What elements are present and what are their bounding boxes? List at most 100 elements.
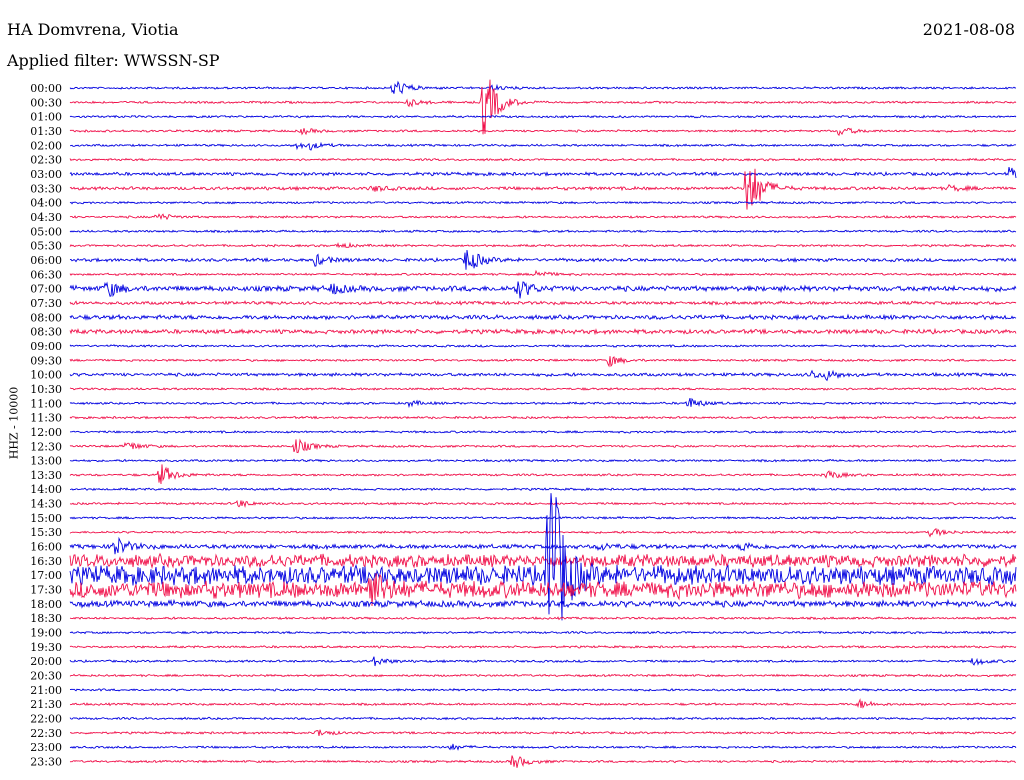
trace-1030 bbox=[69, 387, 1017, 391]
tick-label-0400: 04:00 bbox=[30, 197, 62, 210]
trace-1300 bbox=[69, 458, 1017, 463]
trace-0000 bbox=[69, 80, 1017, 95]
tick-label-2100: 21:00 bbox=[30, 684, 62, 697]
tick-label-0000: 00:00 bbox=[30, 82, 62, 95]
tick-label-2230: 22:30 bbox=[30, 727, 62, 740]
tick-label-0600: 06:00 bbox=[30, 254, 62, 267]
tick-label-0730: 07:30 bbox=[30, 297, 62, 310]
tick-label-0530: 05:30 bbox=[30, 240, 62, 253]
tick-label-1200: 12:00 bbox=[30, 426, 62, 439]
tick-label-1100: 11:00 bbox=[30, 397, 62, 410]
trace-0200 bbox=[70, 141, 1017, 151]
trace-2200 bbox=[69, 716, 1016, 721]
trace-0030 bbox=[69, 79, 1017, 135]
tick-label-2000: 20:00 bbox=[30, 655, 62, 668]
trace-0400 bbox=[69, 200, 1017, 205]
tick-label-1930: 19:30 bbox=[30, 641, 62, 654]
trace-1330 bbox=[69, 464, 1017, 485]
tick-label-1230: 12:30 bbox=[30, 440, 62, 453]
trace-0230 bbox=[69, 157, 1017, 162]
tick-label-1030: 10:30 bbox=[30, 383, 62, 396]
tick-label-0800: 08:00 bbox=[30, 311, 62, 324]
tick-label-1900: 19:00 bbox=[30, 627, 62, 640]
tick-label-0900: 09:00 bbox=[30, 340, 62, 353]
trace-1100 bbox=[69, 397, 1017, 409]
tick-label-0330: 03:30 bbox=[30, 182, 62, 195]
trace-0330 bbox=[69, 168, 1017, 210]
tick-label-2200: 22:00 bbox=[30, 713, 62, 726]
tick-label-1330: 13:30 bbox=[30, 469, 62, 482]
trace-1400 bbox=[69, 487, 1017, 492]
trace-2130 bbox=[69, 698, 1017, 709]
trace-2300 bbox=[69, 743, 1017, 751]
tick-label-1730: 17:30 bbox=[30, 584, 62, 597]
trace-2030 bbox=[69, 673, 1017, 678]
trace-0930 bbox=[69, 356, 1017, 368]
trace-1900 bbox=[69, 630, 1017, 635]
trace-0600 bbox=[69, 249, 1017, 270]
tick-label-0700: 07:00 bbox=[30, 283, 62, 296]
trace-0100 bbox=[69, 114, 1017, 119]
trace-0730 bbox=[69, 300, 1017, 306]
trace-1130 bbox=[69, 415, 1017, 420]
date-label: 2021-08-08 bbox=[922, 20, 1015, 39]
trace-0500 bbox=[69, 229, 1017, 234]
trace-0130 bbox=[69, 127, 1016, 137]
trace-0530 bbox=[69, 241, 1017, 249]
trace-1700 bbox=[69, 493, 1017, 621]
trace-1500 bbox=[69, 515, 1017, 520]
tick-label-1600: 16:00 bbox=[30, 541, 62, 554]
tick-label-0430: 04:30 bbox=[30, 211, 62, 224]
trace-1730 bbox=[69, 573, 1017, 607]
tick-label-1000: 10:00 bbox=[30, 369, 62, 382]
trace-1800 bbox=[69, 598, 1017, 609]
tick-label-1830: 18:30 bbox=[30, 612, 62, 625]
trace-0630 bbox=[69, 269, 1017, 277]
filter-label: Applied filter: WWSSN-SP bbox=[7, 51, 220, 70]
tick-label-0630: 06:30 bbox=[30, 268, 62, 281]
tick-label-0830: 08:30 bbox=[30, 326, 62, 339]
trace-0830 bbox=[69, 327, 1017, 336]
trace-1830 bbox=[69, 616, 1017, 621]
trace-2230 bbox=[69, 729, 1017, 736]
tick-label-1630: 16:30 bbox=[30, 555, 62, 568]
tick-label-2130: 21:30 bbox=[30, 698, 62, 711]
trace-0900 bbox=[69, 343, 1017, 348]
trace-0430 bbox=[69, 213, 1017, 221]
trace-1200 bbox=[69, 429, 1017, 434]
station-title: HA Domvrena, Viotia bbox=[7, 20, 179, 39]
trace-group bbox=[69, 79, 1017, 768]
trace-2000 bbox=[69, 656, 1017, 667]
tick-label-1400: 14:00 bbox=[30, 483, 62, 496]
tick-label-1530: 15:30 bbox=[30, 526, 62, 539]
tick-label-2300: 23:00 bbox=[30, 741, 62, 754]
tick-label-1500: 15:00 bbox=[30, 512, 62, 525]
trace-1600 bbox=[69, 536, 1017, 555]
tick-label-1430: 14:30 bbox=[30, 498, 62, 511]
trace-2100 bbox=[69, 687, 1017, 692]
trace-1930 bbox=[69, 644, 1017, 649]
tick-label-1800: 18:00 bbox=[30, 598, 62, 611]
tick-label-0500: 05:00 bbox=[30, 225, 62, 238]
tick-label-0200: 02:00 bbox=[30, 139, 62, 152]
tick-label-0300: 03:00 bbox=[30, 168, 62, 181]
trace-1430 bbox=[69, 500, 1017, 508]
tick-label-0030: 00:30 bbox=[30, 96, 62, 109]
trace-0300 bbox=[69, 167, 1017, 178]
tick-label-0930: 09:30 bbox=[30, 354, 62, 367]
tick-label-1130: 11:30 bbox=[30, 412, 62, 425]
trace-0800 bbox=[69, 313, 1017, 321]
tick-label-1300: 13:00 bbox=[30, 455, 62, 468]
trace-1230 bbox=[69, 438, 1017, 454]
trace-1000 bbox=[69, 369, 1017, 382]
tick-label-0130: 01:30 bbox=[30, 125, 62, 138]
tick-label-2330: 23:30 bbox=[30, 756, 62, 769]
tick-label-1700: 17:00 bbox=[30, 569, 62, 582]
tick-label-2030: 20:30 bbox=[30, 670, 62, 683]
tick-label-0100: 01:00 bbox=[30, 111, 62, 124]
trace-2330 bbox=[69, 755, 1017, 768]
trace-0700 bbox=[69, 281, 1017, 299]
tick-label-0230: 02:30 bbox=[30, 154, 62, 167]
